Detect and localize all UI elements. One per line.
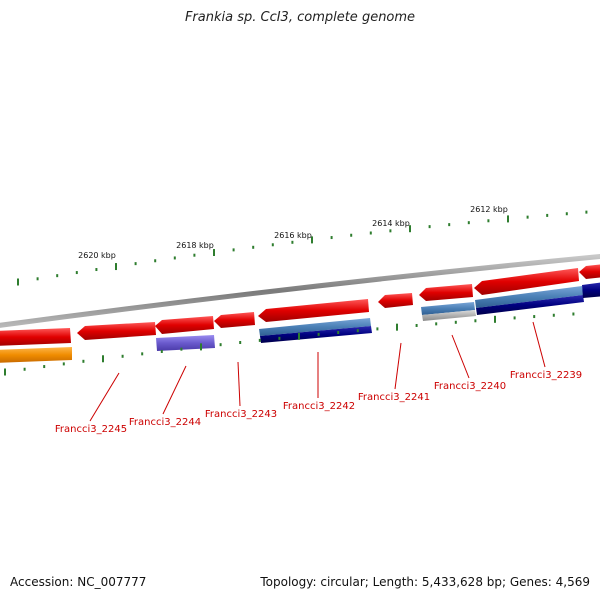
tick-label-2614: 2614 kbp <box>372 219 410 228</box>
gene-label-leader <box>451 334 470 379</box>
feature-bar-blue <box>259 318 371 336</box>
feature-bar-gray <box>422 310 476 321</box>
gene-arrow <box>474 268 579 295</box>
tick-label-2618: 2618 kbp <box>176 241 214 250</box>
gene-label: Francci3_2241 <box>358 392 430 403</box>
gene-label-leader <box>162 365 187 415</box>
map-title: Frankia sp. CcI3, complete genome <box>184 10 416 25</box>
genome-backbone <box>0 253 600 328</box>
gene-arrow <box>77 322 156 340</box>
inner-tick-track <box>4 312 575 376</box>
gene-arrow <box>258 299 369 322</box>
tick-label-2620: 2620 kbp <box>78 251 116 260</box>
gene-label: Francci3_2242 <box>283 401 355 412</box>
gene-label-leader <box>394 342 402 390</box>
gene-label: Francci3_2244 <box>129 417 201 428</box>
gene-arrow <box>378 293 413 308</box>
gene-label: Francci3_2245 <box>55 424 127 435</box>
feature-bar-orange <box>0 347 72 363</box>
tick-track <box>17 210 588 286</box>
tick-label-2612: 2612 kbp <box>470 205 508 214</box>
gene-arrow <box>419 284 473 301</box>
genome-summary-text: Topology: circular; Length: 5,433,628 bp… <box>260 575 590 589</box>
feature-bar-blue <box>475 286 583 308</box>
feature-bar-navy <box>260 326 372 343</box>
gene-label: Francci3_2239 <box>510 370 582 381</box>
gene-arrow <box>155 316 214 334</box>
feature-bar-purple <box>156 335 215 351</box>
feature-bar-navy <box>582 282 600 298</box>
gene-label: Francci3_2240 <box>434 381 506 392</box>
gene-label-leader <box>532 321 546 368</box>
feature-bar-blue <box>421 302 475 315</box>
gene-arrow <box>0 328 71 346</box>
gene-label-leader <box>237 361 241 407</box>
gene-arrow <box>579 264 600 279</box>
gene-label: Francci3_2243 <box>205 409 277 420</box>
tick-label-2616: 2616 kbp <box>274 231 312 240</box>
gene-arrow <box>214 312 255 328</box>
gene-label-leader <box>89 372 120 422</box>
feature-bar-navy <box>476 295 584 315</box>
accession-text: Accession: NC_007777 <box>10 575 147 589</box>
